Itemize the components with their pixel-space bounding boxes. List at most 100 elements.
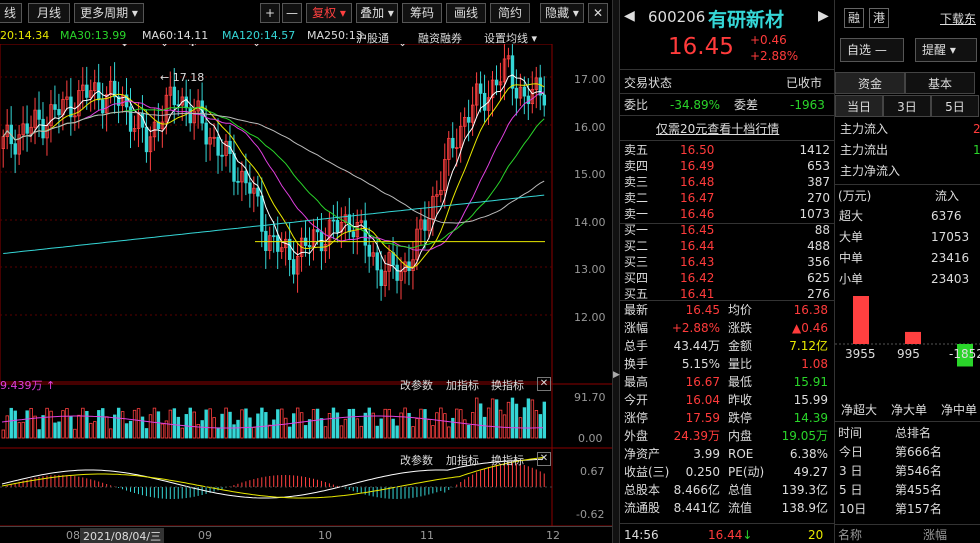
zoom-in-button[interactable]: + <box>260 3 280 23</box>
more-periods-button[interactable]: 更多周期 ▾ <box>74 3 144 23</box>
prev-stock-icon[interactable]: ◀ <box>624 8 635 24</box>
volume-bar <box>459 409 463 439</box>
bid-row[interactable]: 买一 16.45 88 <box>620 222 832 238</box>
period-daily-button[interactable]: 线 <box>0 3 22 23</box>
volume-bar <box>1 429 5 439</box>
price-tick: 17.00 <box>574 73 606 86</box>
candle-body <box>459 125 463 148</box>
adjust-dropdown[interactable]: 复权 ▾ <box>306 3 352 23</box>
vol-axis-zero: 0.00 <box>578 432 603 445</box>
tab-3day[interactable]: 3日 <box>883 95 931 117</box>
panel-splitter[interactable]: ▶ <box>612 0 620 543</box>
rank-period: 今日 <box>839 445 864 459</box>
candle-body <box>506 55 511 60</box>
volume-bar <box>204 409 208 439</box>
volume-bar <box>419 408 423 439</box>
macd-add-indicator-button[interactable]: 加指标 <box>446 454 479 467</box>
name-column-header[interactable]: 名称 <box>838 528 863 542</box>
event-marker-icon[interactable]: ↕ <box>120 44 129 49</box>
candle-body <box>21 123 25 136</box>
volume-bar <box>236 419 240 439</box>
stat-label: 流通股 <box>624 501 661 515</box>
event-marker-icon[interactable]: ⇕ <box>252 44 261 49</box>
level-name: 买三 <box>624 255 649 269</box>
tab-fund[interactable]: 资金 <box>835 72 905 94</box>
tab-5day[interactable]: 5日 <box>931 95 979 117</box>
month-label: 12 <box>546 529 560 542</box>
price-tick: 14.00 <box>574 216 606 229</box>
stats-table: 最新 16.45 均价 16.38 涨幅 +2.88% 涨跌 ▲0.46 总手 43.44万 金额 7… <box>620 302 834 522</box>
event-marker-icon[interactable]: ⇕ <box>398 44 407 49</box>
level-volume: 625 <box>807 271 830 285</box>
stat-value: ▲0.46 <box>792 321 828 335</box>
bid-row[interactable]: 买五 16.41 276 <box>620 286 832 302</box>
hk-connect-tab[interactable]: 沪股通 <box>356 32 389 45</box>
vol-switch-indicator-button[interactable]: 换指标 <box>491 379 524 392</box>
ask-row[interactable]: 卖四 16.49 653 <box>620 158 832 174</box>
candle-body <box>371 252 375 257</box>
candle-body <box>116 96 121 106</box>
alert-button[interactable]: 提醒 ▾ <box>915 38 977 62</box>
candlestick-chart[interactable]: ↕ ✱ ⇕ ⇕ ⇕ <box>0 44 612 543</box>
level-price: 16.48 <box>680 175 715 189</box>
volume-bar <box>276 409 280 439</box>
tab-basic[interactable]: 基本 <box>905 72 975 94</box>
rank-row: 今日 第666名 <box>835 444 980 460</box>
event-marker-icon[interactable]: ⇕ <box>160 44 169 49</box>
ma-settings-dropdown[interactable]: 设置均线 ▾ <box>484 32 538 45</box>
bid-row[interactable]: 买二 16.44 488 <box>620 238 832 254</box>
volume-bar <box>447 426 451 439</box>
margin-tab[interactable]: 融资融券 <box>418 32 462 45</box>
rank-period: 3 日 <box>839 464 863 478</box>
vol-add-indicator-button[interactable]: 加指标 <box>446 379 479 392</box>
volume-bar <box>252 427 256 439</box>
level-name: 卖四 <box>624 159 649 173</box>
volume-bar <box>399 412 403 439</box>
ask-row[interactable]: 卖三 16.48 387 <box>620 174 832 190</box>
ask-row[interactable]: 卖一 16.46 1073 <box>620 206 832 222</box>
period-month-button[interactable]: 月线 <box>28 3 70 23</box>
macd-edit-params-button[interactable]: 改参数 <box>400 454 433 467</box>
zoom-out-button[interactable]: — <box>282 3 302 23</box>
event-marker-icon[interactable]: ✱ <box>188 44 197 49</box>
volume-bar <box>367 407 371 439</box>
tab-today[interactable]: 当日 <box>835 95 883 117</box>
hide-dropdown[interactable]: 隐藏 ▾ <box>540 3 584 23</box>
candle-body <box>478 83 483 94</box>
stat-value: 6.38% <box>789 447 828 461</box>
stat-value: 0.250 <box>685 465 720 479</box>
net-flow-value: 995 <box>897 347 920 361</box>
collapse-arrow-icon[interactable]: ▶ <box>613 370 620 380</box>
macd-switch-indicator-button[interactable]: 换指标 <box>491 454 524 467</box>
level-volume: 387 <box>807 175 830 189</box>
ask-row[interactable]: 卖二 16.47 270 <box>620 190 832 206</box>
close-chart-icon[interactable]: ✕ <box>588 3 608 23</box>
stats-row: 换手 5.15% 量比 1.08 <box>620 356 832 372</box>
current-price: 16.45 <box>668 34 734 60</box>
change-column-header[interactable]: 涨幅 <box>923 528 948 542</box>
bid-row[interactable]: 买四 16.42 625 <box>620 270 832 286</box>
level2-promo-link[interactable]: 仅需20元查看十档行情 <box>656 122 780 136</box>
draw-line-button[interactable]: 画线 <box>446 3 486 23</box>
next-stock-icon[interactable]: ▶ <box>818 8 829 24</box>
candle-body <box>451 137 455 149</box>
bid-row[interactable]: 买三 16.43 356 <box>620 254 832 270</box>
overlay-dropdown[interactable]: 叠加 ▾ <box>356 3 398 23</box>
level-name: 买一 <box>624 223 649 237</box>
level-volume: 1412 <box>799 143 830 157</box>
vol-edit-params-button[interactable]: 改参数 <box>400 379 433 392</box>
download-link[interactable]: 下载东 <box>940 12 977 26</box>
vol-close-icon[interactable]: ✕ <box>537 377 551 391</box>
candle-body <box>292 259 296 275</box>
volume-bar <box>383 408 387 439</box>
volume-bar <box>256 413 260 439</box>
candle-body <box>295 256 300 275</box>
ask-row[interactable]: 卖五 16.50 1412 <box>620 142 832 158</box>
candle-body <box>216 136 220 156</box>
add-watchlist-button[interactable]: 自选 — <box>840 38 904 62</box>
macd-close-icon[interactable]: ✕ <box>537 452 551 466</box>
chips-button[interactable]: 筹码 <box>402 3 442 23</box>
simple-mode-button[interactable]: 简约 <box>490 3 530 23</box>
fund-type: 超大 <box>839 209 864 223</box>
volume-bar <box>248 417 252 439</box>
